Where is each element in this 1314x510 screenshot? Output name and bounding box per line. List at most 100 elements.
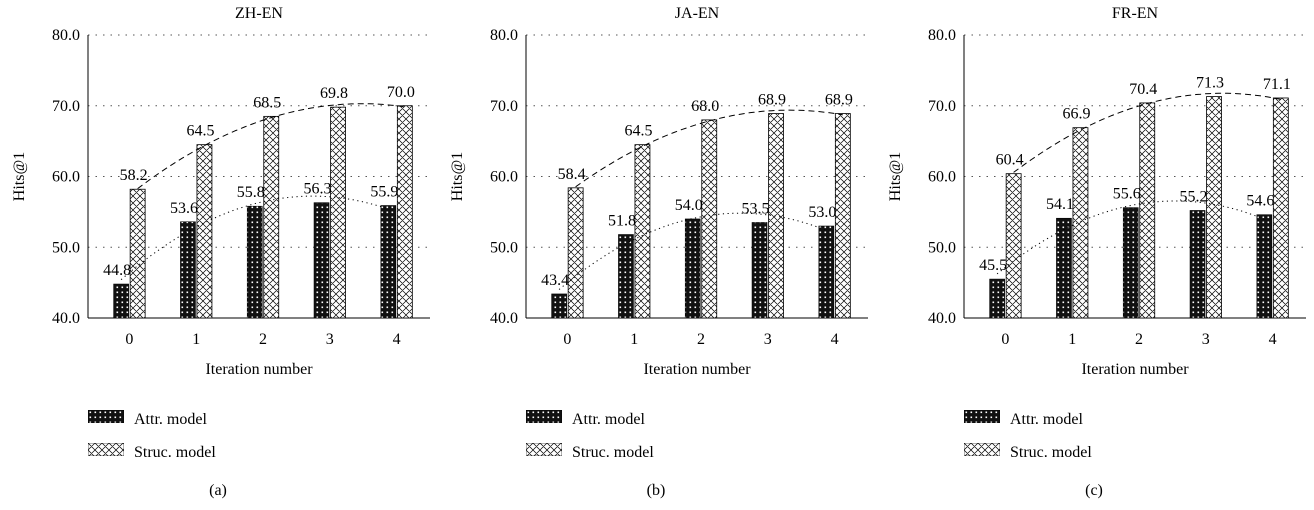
bar-attr-model: [684, 218, 701, 319]
trendline-struc-model: [137, 103, 405, 190]
bar-attr-model: [989, 278, 1005, 319]
chart-a-plot: ZH-EN 40.0 50.0 60.0 70.0 80.0 Hits@1 Iteration…: [11, 5, 430, 378]
data-label-attr: 51.8: [608, 213, 636, 230]
x-tick-label: 0: [125, 331, 133, 348]
data-label-struc: 58.2: [120, 167, 148, 184]
bar-struc-model: [634, 144, 651, 319]
data-label-struc: 70.4: [1129, 81, 1157, 98]
x-tick-label: 1: [630, 331, 638, 348]
y-tick-label: 40.0: [928, 310, 956, 327]
chart-b-plot: JA-EN 40.0 50.0 60.0 70.0 80.0 Hits@1 Iteration…: [449, 5, 868, 378]
bar-struc-model: [263, 115, 280, 319]
bar-attr-model: [1189, 210, 1206, 319]
bar-attr-model: [313, 202, 330, 319]
bar-struc-model: [129, 188, 146, 319]
y-tick-label: 70.0: [928, 98, 956, 115]
bar-attr-model: [180, 221, 196, 319]
bar-struc-model: [701, 119, 718, 319]
data-label-attr: 55.6: [1113, 186, 1141, 203]
data-label-attr: 55.8: [237, 184, 265, 201]
x-tick-label: 0: [563, 331, 571, 348]
bar-attr-model: [618, 234, 634, 319]
legend-label-struc: Struc. model: [134, 444, 216, 461]
chart-title: ZH-EN: [235, 5, 283, 22]
x-tick-label: 0: [1001, 331, 1009, 348]
chart-title: JA-EN: [675, 5, 720, 22]
chart-panel-b: JA-EN 40.0 50.0 60.0 70.0 80.0 Hits@1 Iteration…: [438, 0, 876, 510]
bar-attr-model: [1256, 214, 1273, 319]
caption-a: (a): [209, 482, 227, 499]
caption-c: (c): [1085, 482, 1103, 499]
x-tick-label: 4: [831, 331, 839, 348]
data-label-struc: 70.0: [387, 84, 415, 101]
trendline-attr-model: [996, 200, 1265, 275]
data-label-attr: 43.4: [541, 272, 569, 289]
x-tick-label: 2: [259, 331, 267, 348]
data-label-struc: 68.9: [825, 92, 853, 109]
y-tick-label: 70.0: [52, 98, 80, 115]
y-axis-label: Hits@1: [449, 152, 466, 201]
y-tick-label: 50.0: [490, 239, 518, 256]
legend-label-struc: Struc. model: [572, 444, 654, 461]
data-label-attr: 53.6: [170, 200, 198, 217]
data-label-attr: 54.0: [675, 197, 703, 214]
data-label-attr: 54.1: [1046, 196, 1074, 213]
x-tick-label: 3: [764, 331, 772, 348]
bar-struc-model: [396, 105, 413, 319]
bar-attr-model: [113, 283, 129, 319]
attr-swatch-icon: [88, 410, 124, 423]
bar-attr-model: [751, 222, 768, 319]
bar-struc-model: [1005, 173, 1022, 319]
x-axis-label: Iteration number: [643, 361, 751, 378]
legend-label-attr: Attr. model: [134, 411, 207, 428]
y-tick-label: 40.0: [52, 310, 80, 327]
caption-b: (b): [646, 482, 666, 499]
chart-title: FR-EN: [1112, 5, 1159, 22]
x-axis-label: Iteration number: [205, 361, 313, 378]
chart-panel-a: ZH-EN 40.0 50.0 60.0 70.0 80.0 Hits@1 Iteration…: [0, 0, 438, 510]
y-tick-label: 40.0: [490, 310, 518, 327]
attr-swatch-icon: [964, 410, 1000, 423]
y-tick-label: 60.0: [928, 169, 956, 186]
bar-attr-model: [818, 225, 835, 319]
x-tick-label: 4: [1269, 331, 1277, 348]
y-tick-label: 80.0: [928, 27, 956, 44]
legend-label-struc: Struc. model: [1010, 444, 1092, 461]
bar-struc-model: [196, 144, 213, 319]
x-tick-label: 4: [393, 331, 401, 348]
y-axis-label: Hits@1: [11, 152, 28, 201]
attr-swatch-icon: [526, 410, 562, 423]
bar-struc-model: [330, 106, 346, 319]
y-tick-label: 80.0: [490, 27, 518, 44]
data-label-attr: 55.9: [370, 184, 398, 201]
x-tick-label: 2: [697, 331, 705, 348]
data-label-struc: 71.1: [1263, 76, 1291, 93]
x-tick-label: 2: [1135, 331, 1143, 348]
data-label-attr: 54.6: [1246, 193, 1274, 210]
data-label-struc: 68.9: [758, 92, 786, 109]
data-label-struc: 66.9: [1062, 106, 1090, 123]
data-label-attr: 55.2: [1180, 188, 1208, 205]
struc-swatch-icon: [88, 443, 124, 456]
x-tick-label: 3: [1202, 331, 1210, 348]
legend-label-attr: Attr. model: [572, 411, 645, 428]
x-tick-label: 1: [1068, 331, 1076, 348]
y-tick-label: 60.0: [52, 169, 80, 186]
y-tick-label: 60.0: [490, 169, 518, 186]
bar-struc-model: [1206, 96, 1222, 319]
y-tick-label: 70.0: [490, 98, 518, 115]
data-label-struc: 60.4: [996, 152, 1024, 169]
bar-struc-model: [567, 187, 584, 319]
y-axis-label: Hits@1: [887, 152, 904, 201]
data-label-struc: 68.0: [691, 98, 719, 115]
trendline-attr-model: [120, 195, 389, 280]
struc-swatch-icon: [526, 443, 562, 456]
data-label-attr: 56.3: [304, 181, 332, 198]
y-tick-label: 80.0: [52, 27, 80, 44]
chart-panel-c: FR-EN 40.0 50.0 60.0 70.0 80.0 Hits@1 Iteration…: [876, 0, 1314, 510]
x-tick-label: 1: [192, 331, 200, 348]
bar-attr-model: [1056, 217, 1072, 319]
data-label-struc: 64.5: [624, 123, 652, 140]
legend-label-attr: Attr. model: [1010, 411, 1083, 428]
data-label-struc: 64.5: [186, 123, 214, 140]
